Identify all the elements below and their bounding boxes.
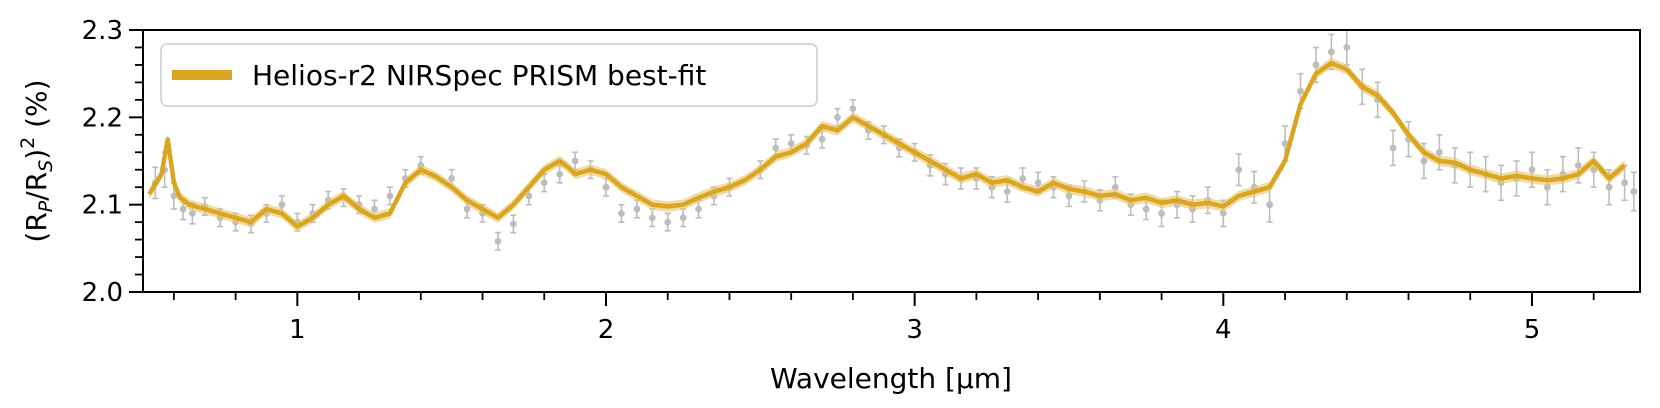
data-marker <box>1312 61 1320 69</box>
data-marker <box>571 157 579 165</box>
data-marker <box>1327 48 1335 56</box>
data-point <box>648 208 656 228</box>
data-marker <box>1034 179 1042 187</box>
data-marker <box>463 205 471 213</box>
y-label-sub-s: S <box>35 160 57 172</box>
data-marker <box>188 210 196 217</box>
y-label-mid: /R <box>20 172 53 201</box>
x-tick-label: 4 <box>1215 315 1232 345</box>
x-tick-label: 2 <box>598 315 615 345</box>
data-marker <box>556 170 564 178</box>
data-point <box>494 231 502 251</box>
data-marker <box>1003 188 1011 195</box>
data-marker <box>1420 157 1428 165</box>
x-axis-label: Wavelength [μm] <box>770 362 1012 395</box>
data-marker <box>1343 44 1351 51</box>
data-marker <box>509 220 517 228</box>
data-marker <box>849 105 857 112</box>
y-tick-label: 2.2 <box>82 103 123 133</box>
data-marker <box>818 135 826 143</box>
data-marker <box>1266 201 1274 209</box>
data-marker <box>1544 183 1551 191</box>
data-point <box>664 212 672 232</box>
model-line <box>147 60 1627 229</box>
y-axis-label: (RP/RS)2 (%) <box>17 79 57 242</box>
model-uncertainty-band-layer <box>149 57 1625 232</box>
data-marker <box>695 205 702 213</box>
y-label-sub-p: P <box>35 200 57 212</box>
data-marker <box>448 175 456 182</box>
data-marker <box>540 179 548 187</box>
data-marker <box>1389 144 1397 152</box>
data-point <box>1435 134 1443 171</box>
data-marker <box>170 192 178 200</box>
data-point <box>556 164 564 184</box>
data-point <box>1389 129 1397 167</box>
data-marker <box>1435 148 1443 156</box>
x-tick-label: 1 <box>289 315 306 345</box>
y-label-open: (R <box>20 212 53 242</box>
data-marker <box>1219 210 1227 217</box>
data-point <box>386 186 394 206</box>
y-tick-label: 2.1 <box>82 191 123 221</box>
legend-box <box>160 43 818 107</box>
data-point <box>1343 29 1351 66</box>
data-point <box>618 203 625 223</box>
data-marker <box>1630 188 1638 195</box>
y-tick-label: 2.3 <box>82 16 123 46</box>
data-marker <box>494 237 502 245</box>
y-label-unit: (%) <box>20 79 53 136</box>
data-marker <box>278 201 286 209</box>
data-marker <box>1621 179 1628 187</box>
data-marker <box>1142 205 1150 213</box>
legend: Helios-r2 NIRSpec PRISM best-fit <box>160 43 818 107</box>
y-label-sup: 2 <box>17 137 39 149</box>
plot-frame <box>142 29 1641 293</box>
data-point <box>834 107 841 127</box>
data-marker <box>618 210 625 217</box>
data-marker <box>1605 183 1613 191</box>
y-label-close: ) <box>20 149 53 160</box>
legend-label: Helios-r2 NIRSpec PRISM best-fit <box>252 59 706 92</box>
data-point <box>509 214 517 234</box>
data-marker <box>679 214 687 222</box>
data-point <box>1574 147 1582 184</box>
data-point <box>1630 171 1638 212</box>
data-marker <box>179 205 187 213</box>
model-line-layer <box>147 60 1627 229</box>
data-marker <box>1019 175 1027 182</box>
model-uncertainty-band <box>149 57 1625 232</box>
data-marker <box>664 218 672 226</box>
data-marker <box>1297 87 1304 95</box>
data-marker <box>648 214 656 222</box>
x-tick-label: 5 <box>1524 315 1541 345</box>
data-marker <box>1111 183 1119 191</box>
x-tick-label: 3 <box>906 315 923 345</box>
data-marker <box>1158 210 1165 217</box>
data-point <box>1312 46 1320 84</box>
data-marker <box>386 192 394 200</box>
data-marker <box>371 205 378 213</box>
data-marker <box>772 144 780 152</box>
data-point <box>633 199 641 219</box>
data-marker <box>1281 140 1289 147</box>
y-tick-label: 2.0 <box>82 278 123 308</box>
axis-ticks: 1 2 3 4 5 2.0 2.1 2.2 2.3 <box>82 16 1595 345</box>
data-marker <box>633 205 641 213</box>
data-marker <box>1528 166 1536 174</box>
data-marker <box>787 140 795 147</box>
data-marker <box>1235 166 1243 174</box>
data-point <box>679 208 687 228</box>
data-marker <box>602 183 610 191</box>
data-marker <box>834 113 841 121</box>
data-marker <box>1574 161 1582 169</box>
data-point <box>1235 153 1243 187</box>
